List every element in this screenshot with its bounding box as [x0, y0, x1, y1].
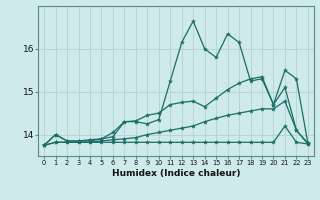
X-axis label: Humidex (Indice chaleur): Humidex (Indice chaleur) [112, 169, 240, 178]
